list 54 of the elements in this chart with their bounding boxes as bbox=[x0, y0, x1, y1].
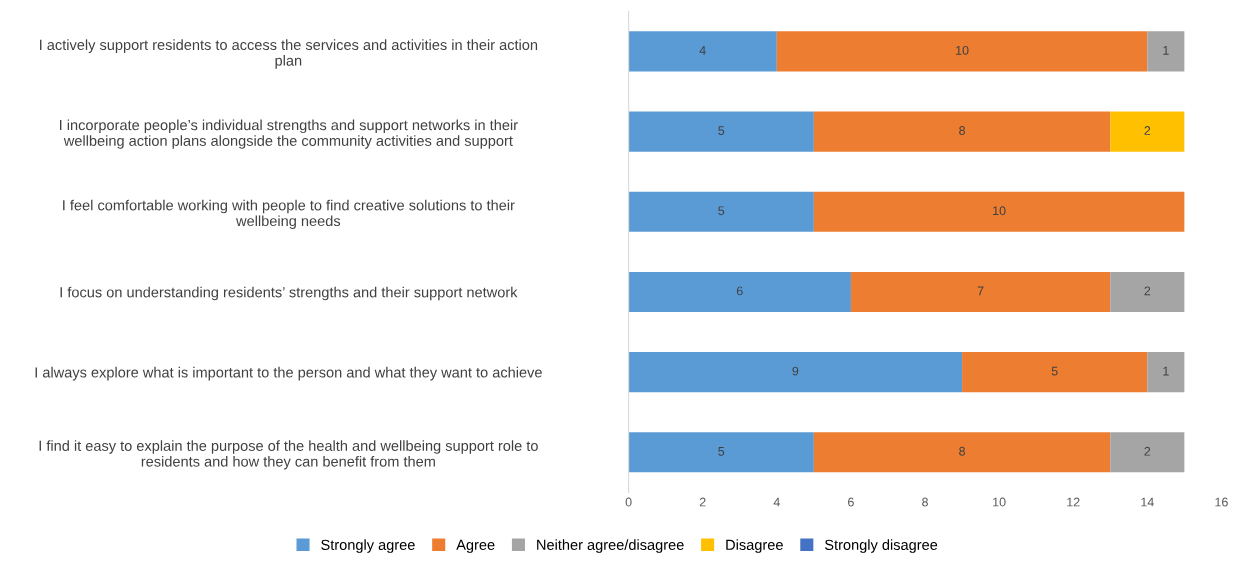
bar bbox=[628, 352, 963, 393]
y-tick-label: I incorporate people’s individual strengths and support networks in their wellbeing action plans alongside the community activities and support bbox=[60, 119, 518, 149]
data-label: 8 bbox=[959, 126, 965, 135]
x-tick-label: 10 bbox=[993, 497, 1006, 507]
data-label: 10 bbox=[993, 206, 1006, 216]
data-label: 5 bbox=[1051, 366, 1058, 376]
bar bbox=[813, 111, 1111, 152]
data-label: 9 bbox=[792, 366, 799, 376]
bar bbox=[628, 31, 777, 72]
x-tick-label: 12 bbox=[1067, 497, 1080, 507]
data-label: 7 bbox=[977, 286, 984, 296]
legend-label: Disagree bbox=[726, 539, 783, 553]
x-tick-label: 2 bbox=[699, 497, 706, 507]
x-tick-label: 14 bbox=[1141, 497, 1154, 507]
data-label: 2 bbox=[1144, 286, 1151, 296]
legend-label: Strongly agree bbox=[321, 539, 415, 553]
data-label: 5 bbox=[718, 446, 725, 456]
data-label: 10 bbox=[956, 45, 969, 55]
legend-label: Neither agree/disagree bbox=[537, 539, 684, 553]
y-tick-label: I focus on understanding residents’ strengths and their support network bbox=[60, 286, 518, 301]
bar bbox=[962, 352, 1148, 393]
bar bbox=[1110, 271, 1185, 313]
legend-label: Strongly disagree bbox=[824, 539, 938, 553]
data-label: 8 bbox=[959, 446, 965, 456]
bar bbox=[1147, 31, 1185, 72]
bar bbox=[1110, 111, 1185, 152]
y-tick-label: I find it easy to explain the purpose of the health and wellbeing support role to residents and how they can benefit from them bbox=[39, 440, 538, 470]
bar bbox=[813, 191, 1185, 232]
data-label: 6 bbox=[736, 286, 743, 296]
bar bbox=[628, 271, 851, 313]
y-tick-label: I always explore what is important to the person and what they want to achieve bbox=[35, 366, 542, 381]
data-label: 1 bbox=[1163, 366, 1169, 376]
bar bbox=[1110, 432, 1185, 473]
x-tick-label: 4 bbox=[773, 497, 780, 507]
bar bbox=[813, 432, 1111, 473]
legend-label: Agree bbox=[456, 539, 495, 553]
bar bbox=[776, 31, 1148, 72]
bar bbox=[1147, 352, 1185, 393]
data-label: 5 bbox=[718, 206, 725, 216]
bar bbox=[628, 111, 814, 152]
x-tick-label: 0 bbox=[625, 497, 632, 507]
bar bbox=[628, 432, 814, 473]
data-label: 1 bbox=[1163, 46, 1169, 55]
x-tick-label: 16 bbox=[1215, 497, 1228, 507]
bar bbox=[628, 191, 814, 232]
x-tick-label: 6 bbox=[848, 497, 854, 507]
data-label: 2 bbox=[1144, 126, 1151, 135]
x-tick-label: 8 bbox=[922, 497, 928, 507]
y-tick-label: I actively support residents to access the services and activities in their action plan bbox=[40, 39, 538, 69]
bar bbox=[850, 271, 1111, 313]
data-label: 5 bbox=[718, 126, 725, 135]
data-label: 4 bbox=[699, 46, 706, 55]
data-label: 2 bbox=[1144, 446, 1151, 456]
y-tick-label: I feel comfortable working with people to find creative solutions to their wellbeing needs bbox=[63, 199, 515, 229]
